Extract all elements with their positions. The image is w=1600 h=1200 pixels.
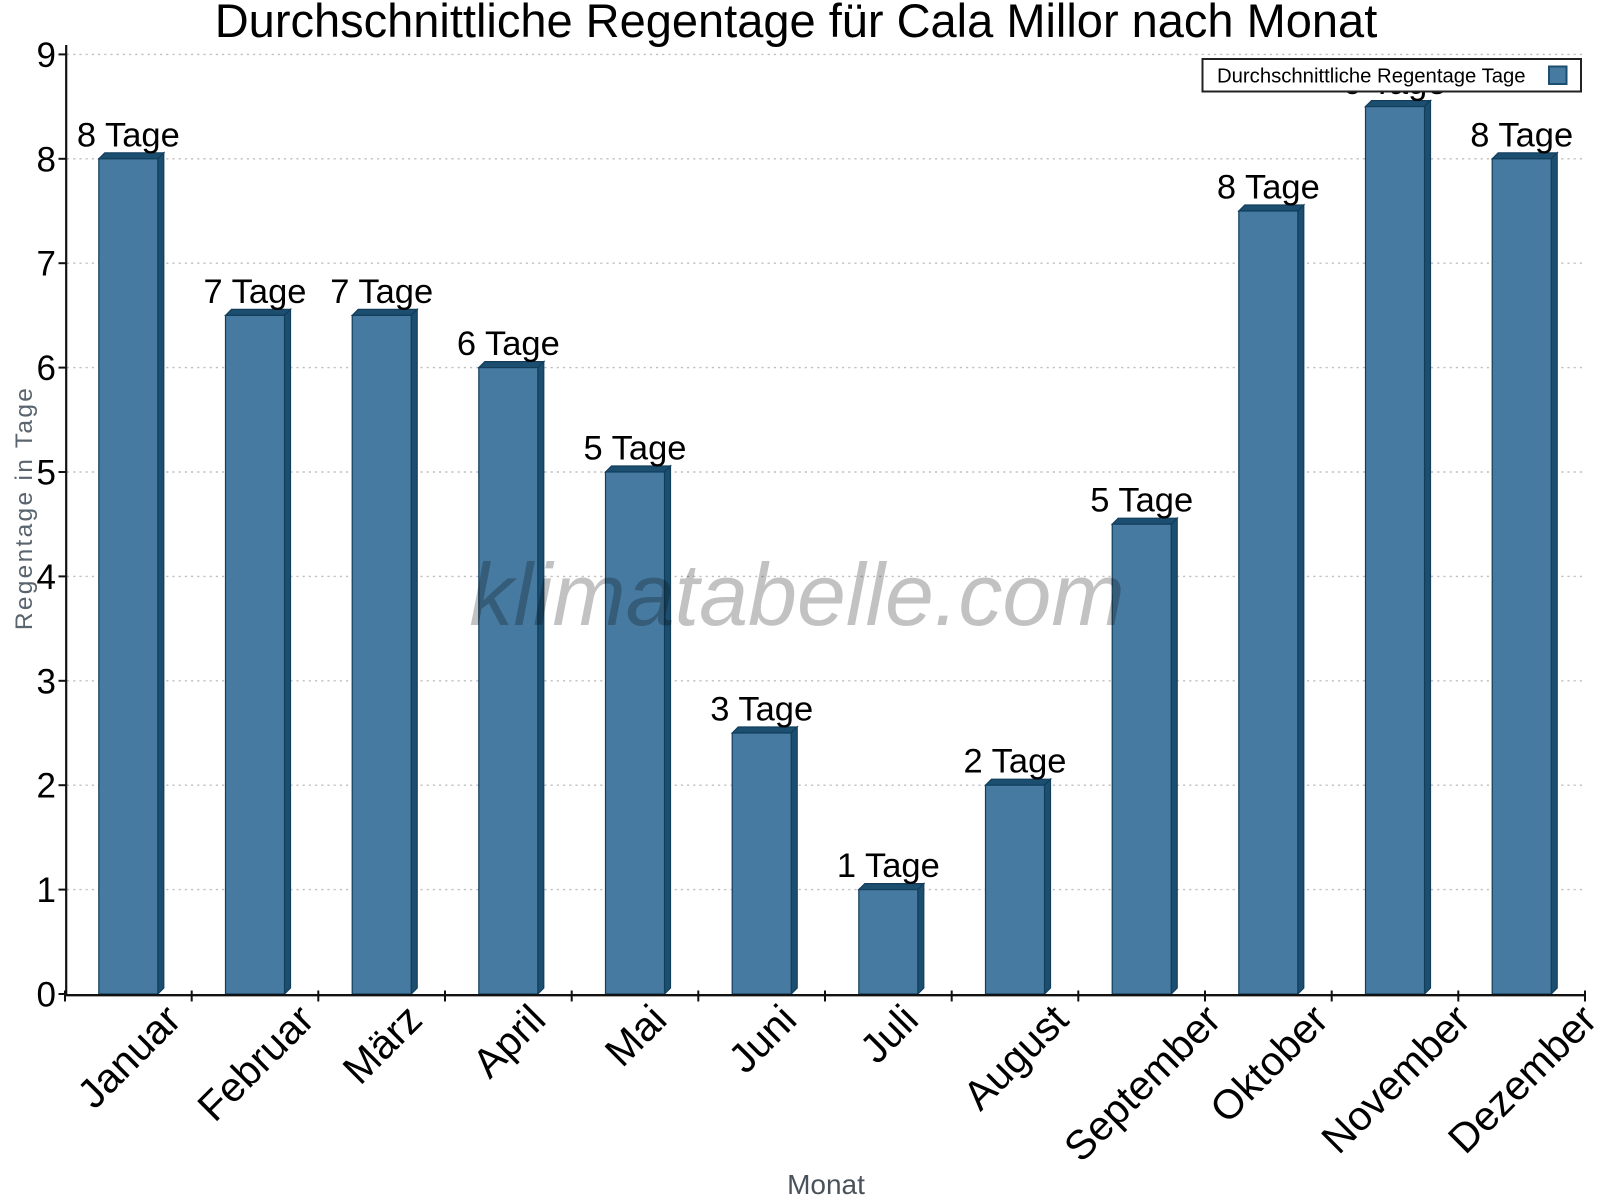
svg-text:Durchschnittliche Regentage fü: Durchschnittliche Regentage für Cala Mil…	[215, 0, 1378, 47]
svg-text:6 Tage: 6 Tage	[457, 325, 560, 363]
svg-text:3: 3	[37, 662, 56, 701]
svg-text:7 Tage: 7 Tage	[330, 273, 433, 311]
svg-text:8 Tage: 8 Tage	[1470, 116, 1573, 154]
svg-text:7 Tage: 7 Tage	[204, 273, 307, 311]
svg-text:6: 6	[37, 349, 56, 388]
svg-text:5: 5	[37, 454, 56, 493]
svg-text:8: 8	[37, 140, 56, 179]
svg-text:3 Tage: 3 Tage	[710, 691, 813, 729]
svg-text:7: 7	[37, 245, 56, 284]
svg-text:4: 4	[37, 558, 56, 597]
svg-text:Durchschnittliche Regentage Ta: Durchschnittliche Regentage Tage	[1217, 66, 1526, 88]
svg-text:5 Tage: 5 Tage	[584, 430, 687, 468]
svg-text:1 Tage: 1 Tage	[837, 847, 940, 885]
svg-text:2 Tage: 2 Tage	[964, 743, 1067, 781]
svg-text:5 Tage: 5 Tage	[1090, 482, 1193, 520]
svg-text:1: 1	[37, 871, 56, 910]
svg-text:9: 9	[37, 36, 56, 75]
svg-text:2: 2	[37, 767, 56, 806]
svg-text:klimatabelle.com: klimatabelle.com	[469, 545, 1124, 644]
svg-text:Monat: Monat	[787, 1169, 865, 1200]
svg-text:8 Tage: 8 Tage	[77, 116, 180, 154]
svg-text:Regentage in Tage: Regentage in Tage	[11, 386, 38, 630]
svg-text:0: 0	[37, 976, 56, 1015]
svg-text:8 Tage: 8 Tage	[1217, 169, 1320, 207]
